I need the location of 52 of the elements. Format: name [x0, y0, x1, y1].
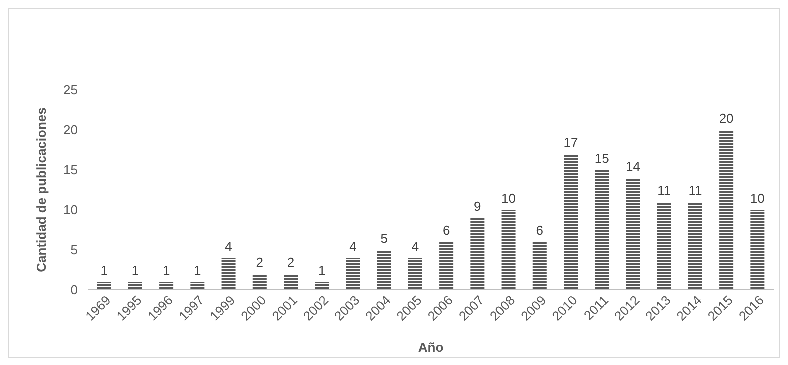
- bar: [750, 210, 765, 290]
- bar: [252, 274, 267, 290]
- data-label: 2: [287, 255, 295, 270]
- y-tick-label: 10: [64, 202, 78, 218]
- data-label: 1: [100, 263, 108, 278]
- bar: [470, 218, 485, 290]
- bar: [626, 178, 640, 290]
- y-tick-label: 25: [64, 82, 78, 98]
- data-label: 5: [380, 231, 388, 246]
- data-label: 10: [750, 191, 765, 206]
- y-tick-label: 20: [64, 122, 78, 138]
- bar: [595, 170, 610, 290]
- bar: [377, 250, 392, 290]
- bar: [532, 242, 547, 290]
- bar: [160, 282, 174, 290]
- y-tick-label: 0: [70, 282, 78, 298]
- data-label: 6: [442, 223, 450, 238]
- data-label: 14: [626, 159, 640, 174]
- data-label: 10: [502, 191, 516, 206]
- bar: [688, 202, 702, 290]
- bar: [720, 130, 734, 290]
- x-axis-title: Año: [418, 340, 444, 355]
- data-label: 1: [318, 263, 326, 278]
- bar: [315, 282, 330, 290]
- data-label: 11: [688, 183, 702, 198]
- data-label: 1: [132, 263, 140, 278]
- data-label: 17: [564, 135, 578, 150]
- y-tick-label: 15: [64, 162, 78, 178]
- data-label: 1: [162, 263, 170, 278]
- bar: [408, 258, 422, 290]
- data-label: 2: [256, 255, 264, 270]
- data-label: 9: [474, 199, 482, 214]
- bar: [502, 210, 516, 290]
- y-tick-label: 5: [70, 242, 78, 258]
- data-label: 4: [350, 239, 357, 254]
- data-label: 15: [594, 151, 610, 166]
- bar: [128, 282, 142, 290]
- bar: [564, 154, 578, 290]
- data-label: 20: [719, 111, 734, 126]
- data-label: 4: [412, 239, 420, 254]
- data-label: 11: [658, 183, 672, 198]
- data-label: 4: [225, 239, 232, 254]
- bar: [346, 258, 360, 290]
- bar: [97, 282, 112, 290]
- y-axis-title: Cantidad de publicaciones: [34, 108, 49, 272]
- bar: [440, 242, 454, 290]
- bar: [222, 258, 236, 290]
- bar: [657, 202, 672, 290]
- bar: [190, 282, 205, 290]
- bar: [284, 274, 298, 290]
- data-label: 1: [194, 263, 202, 278]
- data-label: 6: [536, 223, 544, 238]
